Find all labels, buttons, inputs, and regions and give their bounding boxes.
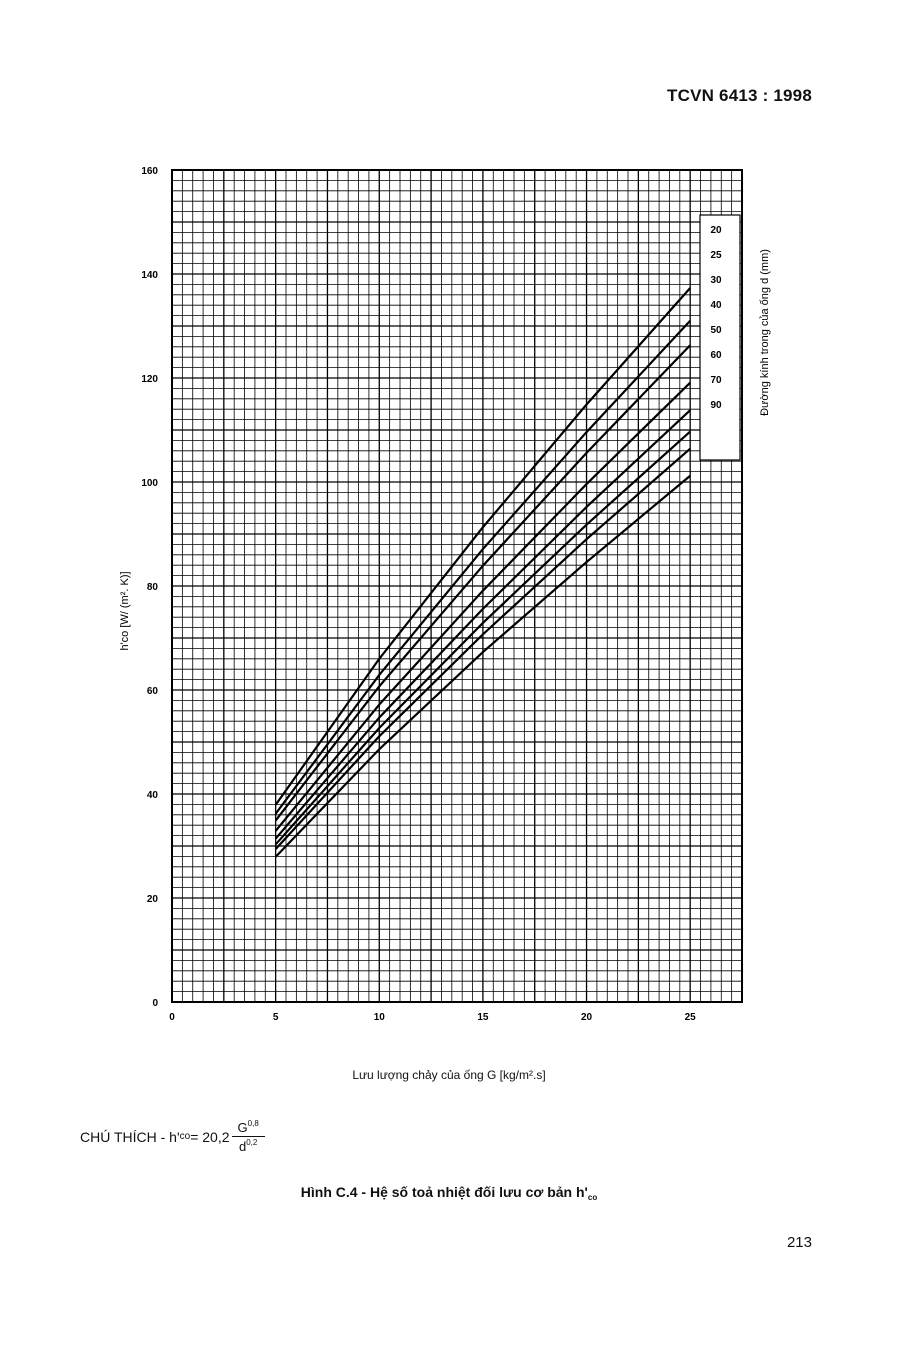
series-line-d30	[274, 344, 691, 822]
series-line-d50	[274, 409, 691, 840]
series-line-d70	[274, 447, 691, 850]
note-prefix: CHÚ THÍCH - h'	[80, 1128, 180, 1145]
series-line-d90	[274, 474, 691, 858]
x-tick-label: 20	[581, 1012, 593, 1023]
legend-label-d60: 60	[710, 350, 722, 361]
y-tick-label: 0	[152, 998, 158, 1009]
y-tick-label: 80	[147, 582, 159, 593]
legend-title: Đường kính trong của ống d (mm)	[759, 249, 771, 416]
caption-subscript: co	[587, 1193, 598, 1202]
note-eq: = 20,2	[190, 1128, 230, 1145]
series-line-d25	[274, 320, 691, 815]
denominator-var: d	[238, 1139, 247, 1154]
legend-label-d25: 25	[710, 250, 722, 261]
numerator-exp: 0,8	[247, 1119, 259, 1128]
legend-label-d70: 70	[710, 375, 722, 386]
y-tick-label: 60	[147, 686, 159, 697]
x-tick-label: 0	[169, 1012, 175, 1023]
x-tick-label: 5	[273, 1012, 279, 1023]
series-line-d40	[274, 381, 691, 832]
x-tick-label: 10	[374, 1012, 386, 1023]
fraction-numerator: G0,8	[231, 1119, 265, 1137]
x-axis-label: Lưu lượng chảy của ống G [kg/m².s]	[352, 1068, 546, 1082]
numerator-var: G	[237, 1120, 248, 1135]
document-header: TCVN 6413 : 1998	[667, 86, 812, 105]
legend-label-d90: 90	[710, 400, 722, 411]
legend-label-d40: 40	[710, 300, 722, 311]
x-tick-label: 25	[685, 1012, 697, 1023]
y-tick-label: 40	[147, 790, 159, 801]
y-tick-label: 160	[141, 166, 158, 177]
series-line-d20	[274, 287, 692, 806]
legend-label-d30: 30	[710, 275, 722, 286]
y-tick-label: 140	[141, 270, 158, 281]
note-subscript: co	[179, 1131, 191, 1142]
y-axis-label: h'co [W/ (m². K)]	[119, 571, 131, 650]
legend-box	[699, 214, 741, 461]
plot-frame	[171, 169, 743, 1003]
caption-text: Hình C.4 - Hệ số toả nhiệt đối lưu cơ bả…	[300, 1184, 588, 1200]
page-number: 213	[786, 1234, 812, 1251]
figure-caption: Hình C.4 - Hệ số toả nhiệt đối lưu cơ bả…	[0, 1184, 898, 1202]
series-line-d60	[274, 430, 691, 846]
legend-label-d50: 50	[710, 325, 722, 336]
formula-fraction: G0,8 d0,2	[231, 1119, 265, 1154]
legend-label-d20: 20	[710, 225, 722, 236]
y-tick-label: 120	[141, 374, 158, 385]
denominator-exp: 0,2	[246, 1138, 258, 1147]
chart: 0 20 40 60 80 100 120 140 160 0 5 10 15 20 25 h'co [W/ …	[119, 166, 771, 1023]
y-tick-label: 100	[141, 478, 158, 489]
y-tick-label: 20	[147, 894, 159, 905]
x-tick-label: 15	[477, 1012, 489, 1023]
formula-note: CHÚ THÍCH - h' co = 20,2 G0,8 d0,2	[80, 1120, 265, 1153]
fraction-denominator: d0,2	[238, 1137, 258, 1154]
